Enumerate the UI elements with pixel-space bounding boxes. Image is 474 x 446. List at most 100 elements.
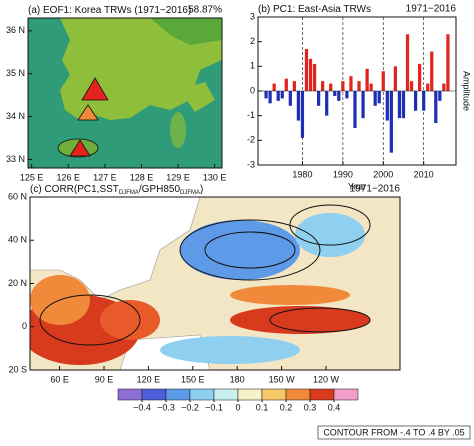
colorbar-box	[237, 388, 263, 401]
colorbar-box	[141, 388, 167, 401]
y-tick-label: -3	[247, 159, 255, 169]
bar	[430, 51, 434, 91]
title-part: (b) PC1: East-Asia TRWs	[258, 4, 371, 15]
bar	[296, 91, 301, 121]
bar	[385, 91, 389, 121]
bar	[325, 91, 329, 116]
bar	[369, 83, 373, 91]
y-tick-label: 0	[22, 321, 27, 331]
bar	[337, 91, 341, 101]
x-tick-label: 126 E	[56, 172, 80, 182]
bar	[341, 81, 345, 91]
panel-title: (b) PC1: East-Asia TRWs	[258, 4, 371, 15]
panel-annotation: 1971−2016	[350, 184, 401, 195]
colorbar-box	[213, 388, 239, 401]
bar	[446, 34, 450, 91]
x-tick-label: 150 E	[181, 374, 205, 384]
y-axis-label: Amplitude	[462, 71, 472, 111]
colorbar-label: 0.2	[280, 402, 293, 412]
bar	[373, 91, 377, 106]
bar	[426, 83, 430, 91]
x-axis-label: Year	[348, 181, 366, 191]
y-tick-label: 0	[250, 85, 255, 95]
contour-note: CONTOUR FROM -.4 TO .4 BY .05	[323, 427, 464, 437]
x-tick-label: 60 E	[50, 374, 69, 384]
y-tick-label: 1	[250, 61, 255, 71]
colorbar-box	[165, 388, 191, 401]
bar	[288, 91, 292, 106]
bar	[316, 91, 321, 106]
bar	[264, 91, 268, 99]
x-tick-label: 120 E	[137, 374, 161, 384]
bar	[268, 91, 272, 104]
x-tick-label: 125 E	[20, 172, 44, 182]
x-tick-label: 90 E	[95, 374, 114, 384]
y-tick-label: 60 N	[8, 191, 27, 201]
colorbar-label: −0.1	[205, 402, 223, 412]
bar	[272, 83, 276, 91]
x-tick-label: 128 E	[130, 172, 154, 182]
colorbar-label: 0.4	[328, 402, 341, 412]
panel-annotation: 1971−2016	[406, 4, 457, 15]
title-part: (a) EOF1: Korea TRWs (1971−2016)	[28, 5, 191, 16]
bar	[329, 83, 333, 91]
title-part: (c) CORR(PC1,SST	[30, 184, 119, 195]
x-tick-label: 127 E	[93, 172, 117, 182]
bar	[434, 91, 438, 124]
bar	[438, 91, 442, 101]
x-tick-label: 1990	[333, 169, 353, 179]
y-tick-label: 35 N	[6, 68, 25, 78]
y-tick-label: 20 S	[8, 364, 27, 374]
y-tick-label: 3	[250, 11, 255, 21]
title-part: )	[200, 184, 203, 195]
bar	[357, 81, 361, 91]
panel-title: (a) EOF1: Korea TRWs (1971−2016)	[28, 5, 191, 16]
bar	[276, 91, 280, 101]
bar	[377, 91, 381, 104]
colorbar-box	[189, 388, 215, 401]
colorbar-box	[333, 388, 359, 401]
bar	[389, 91, 393, 153]
y-tick-label: 2	[250, 36, 255, 46]
bar	[333, 91, 337, 96]
bar	[308, 58, 313, 91]
title-subscript: DJFMA	[180, 190, 200, 196]
note-box	[317, 425, 471, 440]
x-tick-label: 120 W	[313, 374, 340, 384]
y-tick-label: -2	[247, 135, 255, 145]
bar	[401, 91, 406, 119]
bar	[442, 83, 446, 91]
y-tick-label: 36 N	[6, 25, 25, 35]
bar	[321, 81, 325, 91]
bar	[397, 91, 402, 119]
panel-annotation: 58.87%	[188, 5, 222, 16]
x-tick-label: 2010	[414, 169, 434, 179]
bar	[413, 91, 418, 111]
bar	[345, 91, 349, 99]
bar	[292, 81, 296, 91]
bar	[381, 71, 385, 91]
bar	[349, 76, 353, 91]
bar	[409, 81, 414, 91]
bar	[393, 66, 398, 91]
title-subscript: DJFMA	[119, 190, 139, 196]
panel-title: (c) CORR(PC1,SSTDJFMA/GPH850DJFMA)	[30, 184, 203, 196]
bar	[422, 91, 426, 111]
bar	[361, 91, 365, 119]
bar	[284, 78, 288, 91]
map-c-background	[30, 197, 400, 370]
bar	[405, 34, 410, 91]
colorbar-box	[309, 388, 335, 401]
x-tick-label: 130 E	[203, 172, 227, 182]
map-a-background	[28, 18, 222, 168]
colorbar-box	[285, 388, 311, 401]
x-tick-label: 2000	[373, 169, 393, 179]
colorbar-label: 0	[235, 402, 240, 412]
y-tick-label: 20 N	[8, 278, 27, 288]
y-tick-label: 33 N	[6, 154, 25, 164]
colorbar-label: 0.1	[256, 402, 269, 412]
colorbar-box	[261, 388, 287, 401]
bar	[304, 49, 309, 91]
colorbar-label: −0.3	[157, 402, 175, 412]
